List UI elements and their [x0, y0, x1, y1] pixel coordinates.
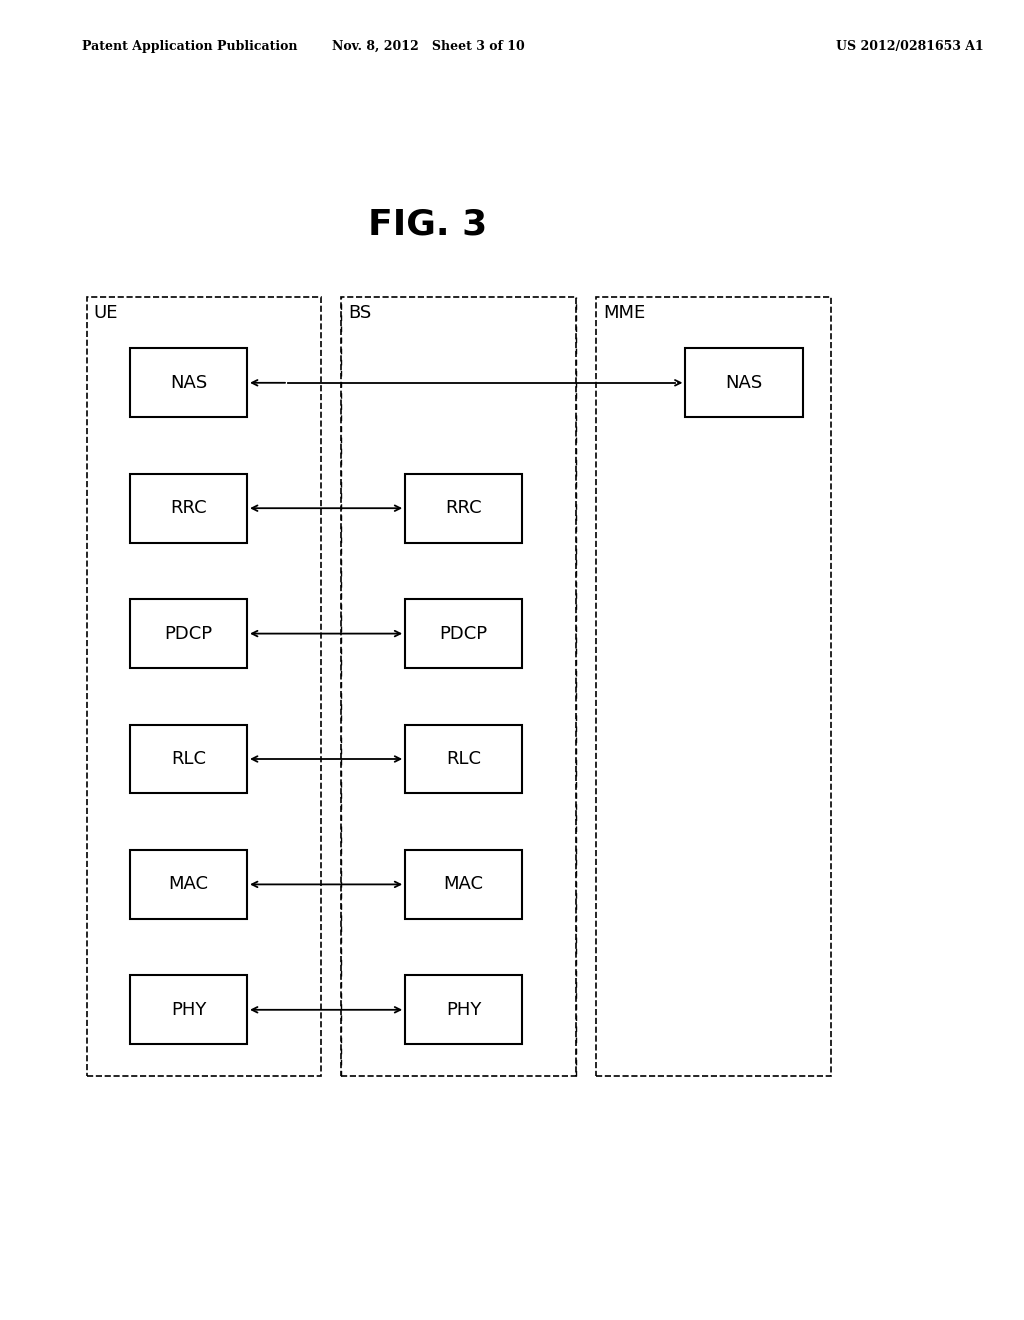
Bar	[130, 599, 247, 668]
Bar	[406, 725, 522, 793]
Text: RRC: RRC	[170, 499, 207, 517]
Text: RLC: RLC	[171, 750, 206, 768]
Bar	[406, 975, 522, 1044]
Text: MME: MME	[603, 304, 645, 322]
Text: NAS: NAS	[725, 374, 763, 392]
Bar	[130, 474, 247, 543]
Text: RLC: RLC	[446, 750, 481, 768]
Bar	[341, 297, 575, 1076]
Text: MAC: MAC	[169, 875, 209, 894]
Bar	[406, 599, 522, 668]
Bar	[406, 474, 522, 543]
Text: PDCP: PDCP	[165, 624, 213, 643]
Bar	[130, 348, 247, 417]
Bar	[596, 297, 830, 1076]
Bar	[87, 297, 321, 1076]
Text: PHY: PHY	[446, 1001, 481, 1019]
Bar	[685, 348, 803, 417]
Text: RRC: RRC	[445, 499, 482, 517]
Text: US 2012/0281653 A1: US 2012/0281653 A1	[836, 40, 983, 53]
Text: MAC: MAC	[443, 875, 483, 894]
Bar	[406, 850, 522, 919]
Text: PHY: PHY	[171, 1001, 206, 1019]
Text: Patent Application Publication: Patent Application Publication	[82, 40, 297, 53]
Bar	[130, 975, 247, 1044]
Text: BS: BS	[348, 304, 372, 322]
Bar	[130, 850, 247, 919]
Text: UE: UE	[94, 304, 118, 322]
Text: NAS: NAS	[170, 374, 207, 392]
Text: FIG. 3: FIG. 3	[369, 207, 487, 242]
Bar	[130, 725, 247, 793]
Text: Nov. 8, 2012   Sheet 3 of 10: Nov. 8, 2012 Sheet 3 of 10	[332, 40, 524, 53]
Text: PDCP: PDCP	[439, 624, 487, 643]
